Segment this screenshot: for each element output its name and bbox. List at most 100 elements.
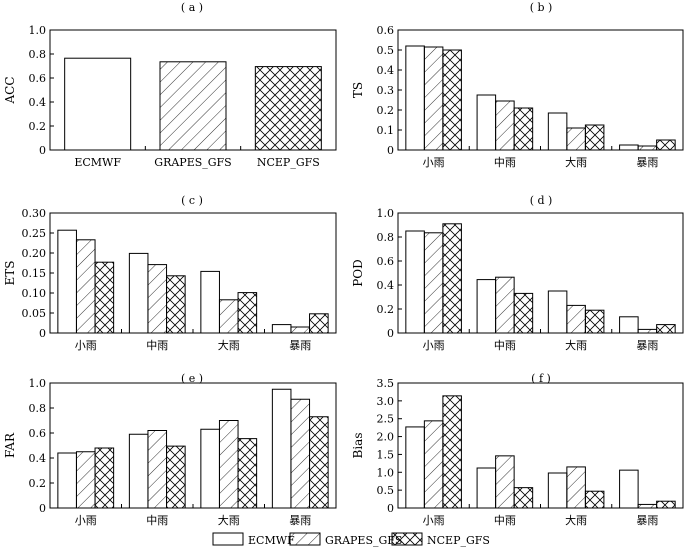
bar	[584, 124, 605, 151]
y-tick-label: 0.8	[29, 48, 47, 61]
panel-title: ( d )	[530, 194, 553, 207]
bar	[405, 45, 425, 151]
bar	[513, 487, 534, 509]
bar	[637, 503, 658, 509]
y-axis-label: ACC	[3, 76, 17, 104]
legend-label: GRAPES_GFS	[325, 534, 402, 547]
y-tick-label: 0.4	[377, 279, 395, 292]
panel-b: 0 0.1 0.2 0.3 0.4 0.5 0.6 TS ( b ) 小雨 中雨 大雨 暴雨	[351, 1, 684, 169]
category-label: 中雨	[146, 514, 168, 527]
bar	[637, 328, 658, 334]
y-tick-label: 0.6	[377, 255, 395, 268]
category-label: 小雨	[75, 514, 97, 527]
y-tick-label: 0.10	[22, 287, 47, 300]
bar	[476, 279, 497, 334]
bar	[200, 270, 220, 334]
category-label: 大雨	[565, 338, 587, 352]
bar	[64, 57, 132, 151]
category-label: ECMWF	[74, 156, 121, 169]
bar	[200, 428, 220, 509]
y-tick-label: 0.5	[377, 484, 395, 497]
y-tick-label: 0.8	[29, 402, 47, 415]
bar	[476, 467, 497, 509]
panel-title: ( b )	[530, 1, 553, 14]
y-tick-label: 1.0	[377, 466, 395, 479]
y-tick-label: 0.4	[377, 64, 395, 77]
y-tick-label: 0.2	[29, 477, 47, 490]
bar	[75, 451, 96, 509]
bar	[566, 304, 586, 334]
category-label: 暴雨	[636, 514, 658, 527]
bar	[656, 500, 676, 509]
category-label: 大雨	[218, 338, 240, 352]
y-tick-label: 0.8	[377, 231, 395, 244]
bar	[271, 324, 292, 334]
y-tick-label: 0	[39, 144, 46, 157]
y-tick-label: 3.5	[377, 377, 395, 390]
bar	[656, 324, 676, 334]
bar	[309, 313, 329, 334]
y-tick-label: 0.5	[377, 44, 395, 57]
bar	[495, 455, 515, 509]
bar	[271, 388, 292, 509]
y-tick-label: 0.6	[29, 72, 47, 85]
bar	[513, 292, 534, 334]
category-label: 暴雨	[636, 156, 658, 169]
bar	[423, 232, 444, 334]
bar	[442, 49, 462, 151]
bar	[159, 61, 227, 151]
panel-d: 0 0.2 0.4 0.6 0.8 1.0 POD ( d ) 小雨 中雨 大雨 暴雨	[351, 194, 684, 352]
y-tick-label: 0.2	[29, 120, 47, 133]
y-tick-label: 0	[39, 502, 46, 515]
y-tick-label: 0.4	[29, 96, 47, 109]
panel-f: 0 0.5 1.0 1.5 2.0 2.5 3.0 3.5 Bias ( f ) 小雨 中雨 大雨 暴雨	[351, 372, 684, 527]
category-label: 大雨	[565, 155, 587, 169]
panel-e: 0 0.2 0.4 0.6 0.8 1.0 FAR ( e ) 小雨 中雨 大雨 暴雨	[3, 372, 337, 527]
bar	[290, 398, 311, 509]
legend-item: ECMWF	[212, 532, 295, 547]
bar	[218, 299, 239, 334]
bar	[495, 276, 515, 334]
bar	[442, 395, 462, 509]
bar	[128, 433, 149, 509]
y-tick-label: 0.15	[22, 267, 47, 280]
bar	[94, 261, 115, 334]
y-tick-label: 0	[387, 144, 394, 157]
y-tick-label: 1.0	[377, 207, 395, 220]
bar	[57, 229, 77, 334]
bar	[166, 445, 186, 509]
legend-item: NCEP_GFS	[391, 532, 490, 547]
bar	[147, 264, 168, 334]
category-label: 中雨	[494, 514, 516, 527]
bar	[619, 144, 639, 151]
bar	[405, 230, 425, 334]
bar	[423, 420, 444, 509]
bar	[423, 46, 444, 151]
category-label: 中雨	[494, 156, 516, 169]
legend-swatch	[212, 532, 244, 546]
category-label: 暴雨	[289, 339, 311, 352]
y-tick-label: 0.2	[377, 303, 395, 316]
category-label: 大雨	[218, 513, 240, 527]
y-tick-label: 0.2	[377, 104, 395, 117]
panel-title: ( f )	[531, 372, 551, 385]
bar	[547, 112, 568, 151]
y-axis-label: POD	[351, 259, 365, 287]
y-tick-label: 2.0	[377, 431, 395, 444]
bar	[476, 94, 497, 151]
y-axis-label: TS	[351, 82, 365, 98]
category-label: 小雨	[423, 339, 445, 352]
legend: ECMWF GRAPES_GFS NCEP_GFS	[212, 532, 490, 547]
bar	[656, 139, 676, 151]
bar	[147, 430, 168, 509]
legend-label: ECMWF	[248, 534, 295, 547]
bar	[547, 290, 568, 334]
bar	[442, 223, 462, 334]
panels: 0 0.2 0.4 0.6 0.8 1.0 ACC ( a ) ECMWF GRAPES_GFS N…	[3, 1, 684, 527]
bar	[566, 466, 586, 509]
panel-a: 0 0.2 0.4 0.6 0.8 1.0 ACC ( a ) ECMWF GRAPES_GFS N…	[3, 1, 337, 169]
y-tick-label: 0.1	[377, 124, 395, 137]
y-tick-label: 0.4	[29, 452, 47, 465]
bar	[128, 252, 149, 334]
